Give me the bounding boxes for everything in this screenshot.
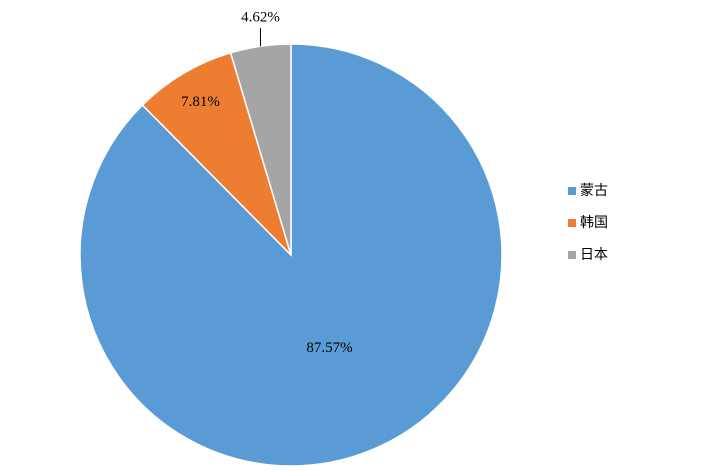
pie-slice	[141, 51, 292, 256]
legend-label: 日本	[580, 247, 608, 263]
legend-swatch	[568, 251, 576, 259]
legend-label: 蒙古	[580, 183, 608, 199]
data-label: 4.62%	[241, 9, 280, 25]
legend-swatch	[568, 187, 576, 195]
legend-label: 韩国	[580, 215, 608, 231]
legend-swatch	[568, 219, 576, 227]
data-label: 7.81%	[181, 94, 220, 110]
data-label: 87.57%	[306, 340, 352, 356]
